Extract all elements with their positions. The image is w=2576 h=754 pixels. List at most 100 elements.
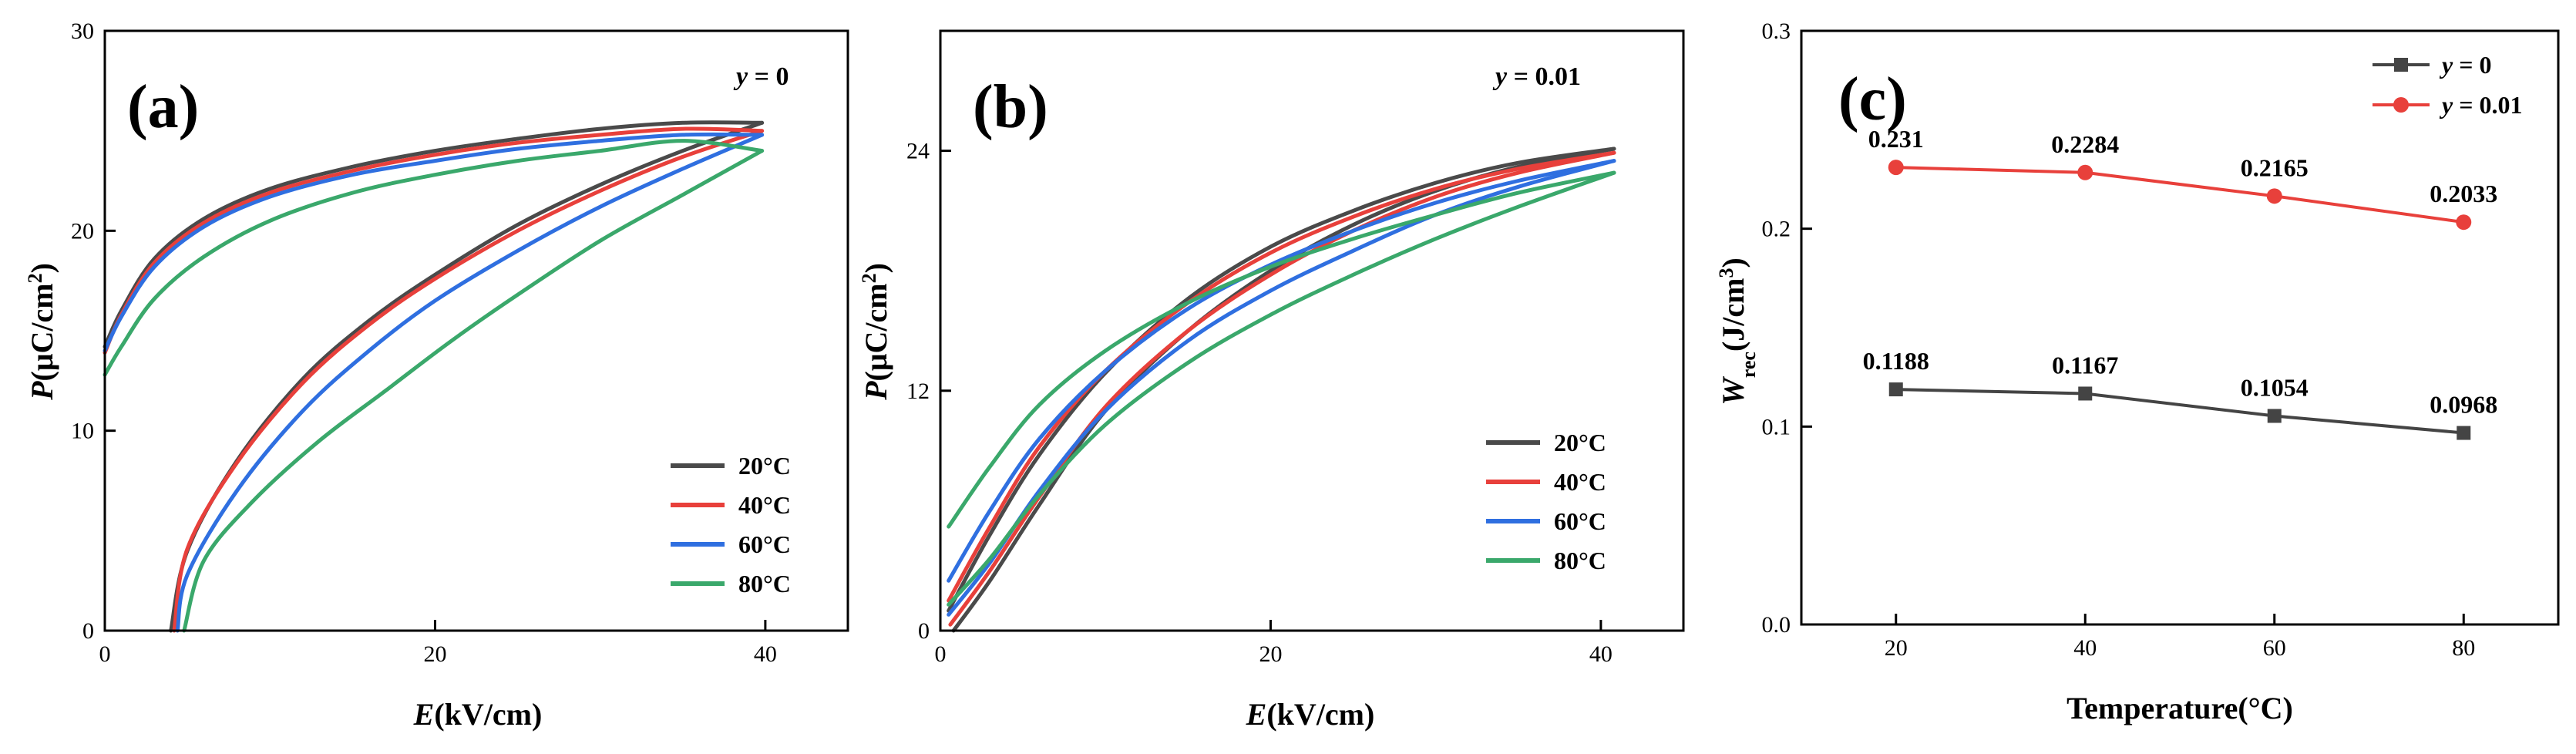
panel-c-ticks: 20 40 60 80 0.0 0.1 0.2 0.3 bbox=[1762, 19, 2476, 661]
panel-c-x-tick-label: 40 bbox=[2073, 635, 2097, 661]
panel-c-legend-label-1: y = 0.01 bbox=[2439, 91, 2522, 119]
panel-c-point-1-3 bbox=[2456, 214, 2472, 231]
panel-a-x-title: E(kV/cm) bbox=[413, 697, 543, 732]
panel-b-annotation: y = 0.01 bbox=[1492, 62, 1581, 91]
panel-c-x-title: Temperature(°C) bbox=[2067, 691, 2293, 725]
panel-c-series: 0.1188 0.1167 0.1054 0.0968 0.231 0.2284 0.216… bbox=[1863, 125, 2497, 440]
panel-a-legend-label-1: 40°C bbox=[738, 491, 791, 519]
panel-b-letter: (b) bbox=[973, 73, 1048, 141]
panel-a-y-tick-label: 20 bbox=[71, 218, 94, 244]
panel-c-y-tick-label: 0.2 bbox=[1762, 217, 1791, 242]
panel-b-curve-lower-1 bbox=[948, 150, 1616, 627]
panel-c-series-line-0 bbox=[1895, 388, 2464, 435]
panel-c-y-tick-label: 0.3 bbox=[1762, 19, 1791, 44]
panel-b-y-sup: 2 bbox=[858, 273, 880, 283]
panel-b-y-title: P(μC/cm2) bbox=[858, 263, 894, 401]
panel-a-x-unit: (kV/cm) bbox=[434, 697, 542, 732]
panel-c-series-line-1 bbox=[1895, 166, 2464, 224]
panel-a-legend-label-0: 20°C bbox=[738, 452, 791, 480]
panel-c-legend-var-1: y bbox=[2439, 91, 2453, 119]
panel-c-y-tick-label: 0.1 bbox=[1762, 414, 1791, 439]
panel-c-point-0-2 bbox=[2267, 409, 2282, 423]
panel-c-legend: y = 0y = 0.01 bbox=[2373, 51, 2522, 119]
panel-c-x-tick-label: 20 bbox=[1885, 635, 1908, 661]
panel-a-curve-upper-1 bbox=[103, 126, 765, 355]
panel-c-frame bbox=[1800, 29, 2560, 626]
panel-b-curves bbox=[947, 146, 1616, 633]
panel-c-legend-val-1: = 0.01 bbox=[2453, 91, 2522, 119]
panel-c-data-label-1-0: 0.231 bbox=[1868, 125, 1924, 153]
panel-a-x-tick-label: 20 bbox=[423, 641, 446, 667]
panel-b-legend: 20°C 40°C 60°C 80°C bbox=[1486, 429, 1606, 574]
panel-a-x-var: E bbox=[413, 697, 435, 732]
panel-c-legend-var-0: y bbox=[2439, 51, 2453, 79]
panel-a-legend-label-2: 60°C bbox=[738, 530, 791, 558]
panel-b-legend-label-0: 20°C bbox=[1554, 429, 1606, 456]
panel-a-y-tick-label: 0 bbox=[82, 618, 94, 644]
panel-c-point-1-2 bbox=[2266, 188, 2282, 204]
panel-a-curve-lower-1 bbox=[172, 129, 765, 633]
panel-b-x-var: E bbox=[1246, 697, 1267, 732]
panel-c-data-label-1-3: 0.2033 bbox=[2430, 180, 2497, 207]
panel-b-y-tick-label: 24 bbox=[906, 139, 930, 164]
panel-b-curve-upper-3 bbox=[947, 170, 1616, 529]
panel-c-data-label-0-3: 0.0968 bbox=[2430, 391, 2497, 419]
panel-c-y-sup: 3 bbox=[1715, 268, 1737, 278]
panel-c-legend-val-0: = 0 bbox=[2453, 51, 2491, 79]
panel-a-curve-lower-3 bbox=[182, 149, 765, 633]
panel-b-annotation-var: y bbox=[1492, 62, 1508, 91]
panel-c-data-label-0-1: 0.1167 bbox=[2052, 351, 2118, 379]
panel-b-x-tick-label: 0 bbox=[935, 641, 947, 667]
panel-a-y-tick-label: 30 bbox=[71, 19, 94, 44]
panel-c-point-1-0 bbox=[1888, 160, 1904, 176]
panel-a-annotation: y = 0 bbox=[733, 62, 789, 91]
panel-a-letter: (a) bbox=[127, 73, 199, 141]
panel-b-y-unit: (μC/cm bbox=[859, 283, 893, 381]
panel-b-legend-label-3: 80°C bbox=[1554, 547, 1606, 574]
panel-b-curve-lower-3 bbox=[947, 170, 1616, 607]
panel-c-y-var: W bbox=[1716, 376, 1750, 406]
panel-c-legend-label-0: y = 0 bbox=[2439, 51, 2491, 79]
panel-b-legend-label-2: 60°C bbox=[1554, 507, 1606, 535]
panel-c-y-unit: (J/cm bbox=[1716, 278, 1750, 352]
panel-b-curve-upper-1 bbox=[947, 150, 1616, 603]
panel-c-point-0-1 bbox=[2078, 386, 2093, 401]
panel-b-curve-upper-2 bbox=[947, 159, 1616, 583]
panel-c-data-label-1-1: 0.2284 bbox=[2051, 130, 2119, 158]
panel-a-frame bbox=[103, 29, 849, 632]
panel-c-y-close: ) bbox=[1716, 258, 1750, 268]
panel-b-y-close: ) bbox=[859, 263, 893, 273]
panel-c-point-0-0 bbox=[1888, 382, 1903, 397]
panel-c-x-tick-label: 60 bbox=[2263, 635, 2286, 661]
panel-c-y-title: Wrec(J/cm3) bbox=[1715, 258, 1760, 406]
panel-a-legend: 20°C 40°C 60°C 80°C bbox=[671, 452, 791, 597]
panel-b-legend-label-1: 40°C bbox=[1554, 468, 1606, 496]
panel-b-curve-lower-2 bbox=[947, 159, 1616, 617]
panel-a: 0 20 40 0 10 20 30 (a) y = 0 E(kV/cm) P(μC/cm2… bbox=[24, 19, 849, 732]
panel-a-legend-label-3: 80°C bbox=[738, 570, 791, 597]
panel-b-x-unit: (kV/cm) bbox=[1266, 697, 1374, 732]
panel-c-point-0-3 bbox=[2457, 426, 2471, 440]
panel-b-x-tick-label: 40 bbox=[1589, 641, 1613, 667]
panel-b-ticks: 0 20 40 0 12 24 bbox=[906, 139, 1613, 667]
panel-a-x-tick-label: 40 bbox=[754, 641, 777, 667]
panel-b-frame bbox=[939, 29, 1685, 632]
panel-a-curves bbox=[103, 120, 765, 633]
panel-a-ticks: 0 20 40 0 10 20 30 bbox=[71, 19, 777, 667]
panel-b-x-tick-label: 20 bbox=[1259, 641, 1282, 667]
panel-a-curve-lower-2 bbox=[175, 133, 765, 633]
panel-a-y-sup: 2 bbox=[24, 273, 46, 283]
panel-b-y-var: P bbox=[859, 381, 893, 401]
panel-a-y-unit: (μC/cm bbox=[25, 283, 59, 381]
panel-a-y-tick-label: 10 bbox=[71, 419, 94, 444]
panel-c-y-tick-label: 0.0 bbox=[1762, 612, 1791, 638]
panel-c-data-label-0-2: 0.1054 bbox=[2241, 373, 2309, 401]
panel-a-x-tick-label: 0 bbox=[99, 641, 111, 667]
panel-a-y-title: P(μC/cm2) bbox=[24, 263, 60, 401]
panel-a-curve-upper-3 bbox=[103, 139, 765, 377]
panel-c-point-1-1 bbox=[2077, 164, 2093, 180]
panel-b-annotation-val: = 0.01 bbox=[1507, 62, 1581, 91]
panel-c-x-tick-label: 80 bbox=[2452, 635, 2475, 661]
